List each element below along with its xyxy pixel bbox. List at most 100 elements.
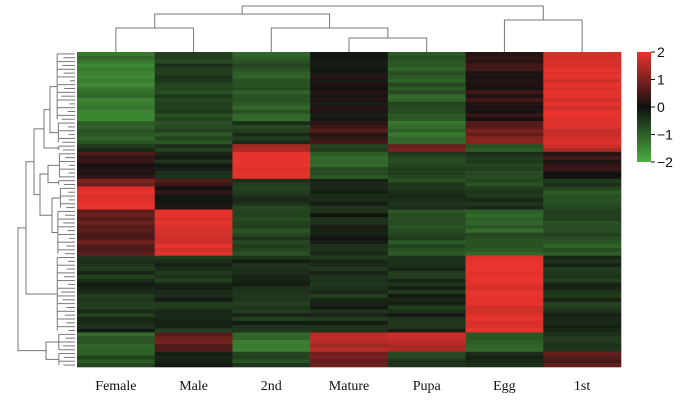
heatmap-cell [77,324,156,329]
heatmap-cell [77,182,156,187]
heatmap-cell [387,86,466,91]
heatmap-cell [310,124,389,130]
heatmap-cell [543,286,622,291]
heatmap-cell [387,128,466,133]
heatmap-cell [310,232,389,237]
heatmap-cell [154,290,233,295]
heatmap-cell [465,286,544,291]
heatmap-cell [77,282,156,287]
heatmap-cell [310,132,389,137]
heatmap-cell [387,363,466,368]
heatmap-cell [232,194,311,199]
heatmap-cell [310,343,389,349]
heatmap-cell [387,144,466,149]
heatmap-cell [465,278,544,283]
heatmap-cell [310,67,389,72]
heatmap-cell [154,205,233,210]
heatmap-cell [387,209,466,214]
heatmap-cell [387,105,466,110]
heatmap-cell [77,178,156,183]
heatmap-cell [77,244,156,249]
heatmap-cell [543,313,622,318]
heatmap-cell [77,263,156,268]
heatmap-cell [387,351,466,356]
heatmap-cell [154,171,233,176]
heatmap-cell [465,309,544,314]
heatmap-cell [543,267,622,272]
row-dendrogram-link [33,128,44,196]
heatmap-cell [310,205,389,210]
heatmap-cell [310,155,389,160]
heatmap-cell [387,124,466,130]
heatmap-cell [154,98,233,103]
heatmap-cell [465,232,544,237]
heatmap-cell [310,140,389,145]
heatmap-cell [77,297,156,302]
heatmap-cell [543,301,622,306]
heatmap-cell [77,174,156,180]
heatmap-cell [310,171,389,176]
heatmap-cell [387,52,466,57]
heatmap-cell [387,305,466,310]
heatmap-cell [387,167,466,172]
heatmap-cell [232,255,311,260]
heatmap-cell [387,109,466,114]
heatmap-cell [310,347,389,352]
heatmap-cell [154,124,233,130]
heatmap-cell [310,355,389,360]
heatmap-cell [465,363,544,368]
heatmap-cell [310,259,389,264]
heatmap-cell [387,343,466,349]
heatmap-cell [232,221,311,226]
heatmap-cell [310,294,389,299]
heatmap-cell [154,320,233,326]
heatmap-cell [543,75,622,80]
heatmap-cell [232,67,311,72]
heatmap-cell [543,221,622,226]
heatmap-cell [465,194,544,199]
heatmap-cell [232,94,311,99]
heatmap-cell [154,94,233,99]
heatmap-cell [77,320,156,326]
heatmap-cell [154,209,233,214]
heatmap-cell [154,117,233,122]
heatmap-cell [310,301,389,306]
heatmap-cell [77,190,156,195]
heatmap-cell [310,90,389,95]
heatmap-cell [154,255,233,260]
heatmap-cell [387,132,466,137]
heatmap-cell [77,236,156,241]
heatmap-cell [465,113,544,118]
heatmap-cell [232,155,311,160]
heatmap-cell [465,240,544,245]
heatmap-cell [543,90,622,95]
heatmap-cell [310,213,389,218]
heatmap-cell [465,305,544,310]
heatmap-cell [543,201,622,206]
heatmap-cell [387,190,466,195]
heatmap-cell [154,340,233,345]
heatmap-cell [387,171,466,176]
heatmap-cell [465,332,544,337]
heatmap-cell [154,305,233,310]
heatmap-cell [232,240,311,245]
heatmap-cell [465,52,544,57]
heatmap-cell [232,167,311,172]
heatmap-cell [387,320,466,326]
heatmap-cell [310,151,389,157]
heatmap-cell [232,197,311,203]
heatmap-cell [154,274,233,279]
heatmap-cell [543,52,622,57]
heatmap-cell [387,228,466,233]
heatmap-cell [77,113,156,118]
heatmap-cell [465,136,544,141]
heatmap-cell [310,190,389,195]
heatmap-cell [77,101,156,107]
heatmap-cell [232,294,311,299]
heatmap-cell [310,78,389,84]
heatmap-cell [310,221,389,226]
heatmap-cell [232,305,311,310]
heatmap-cell [387,282,466,287]
heatmap-cell [232,363,311,368]
heatmap-cell [77,144,156,149]
